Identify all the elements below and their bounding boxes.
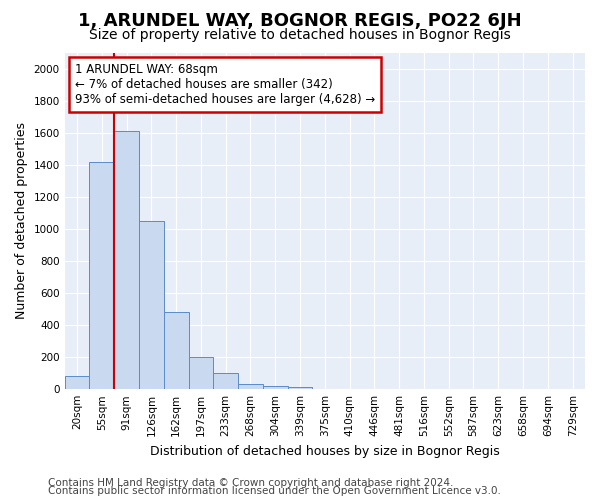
Text: 1 ARUNDEL WAY: 68sqm
← 7% of detached houses are smaller (342)
93% of semi-detac: 1 ARUNDEL WAY: 68sqm ← 7% of detached ho…: [75, 62, 376, 106]
Text: Contains public sector information licensed under the Open Government Licence v3: Contains public sector information licen…: [48, 486, 501, 496]
Bar: [114, 131, 139, 389]
Text: Contains HM Land Registry data © Crown copyright and database right 2024.: Contains HM Land Registry data © Crown c…: [48, 478, 454, 488]
Bar: [65, 376, 89, 389]
Y-axis label: Number of detached properties: Number of detached properties: [15, 122, 28, 320]
Bar: [164, 312, 188, 389]
Text: Size of property relative to detached houses in Bognor Regis: Size of property relative to detached ho…: [89, 28, 511, 42]
Bar: [238, 384, 263, 389]
Bar: [287, 387, 313, 389]
Bar: [139, 221, 164, 389]
Bar: [214, 373, 238, 389]
X-axis label: Distribution of detached houses by size in Bognor Regis: Distribution of detached houses by size …: [150, 444, 500, 458]
Bar: [263, 386, 287, 389]
Text: 1, ARUNDEL WAY, BOGNOR REGIS, PO22 6JH: 1, ARUNDEL WAY, BOGNOR REGIS, PO22 6JH: [78, 12, 522, 30]
Bar: [188, 357, 214, 389]
Bar: [89, 162, 114, 389]
